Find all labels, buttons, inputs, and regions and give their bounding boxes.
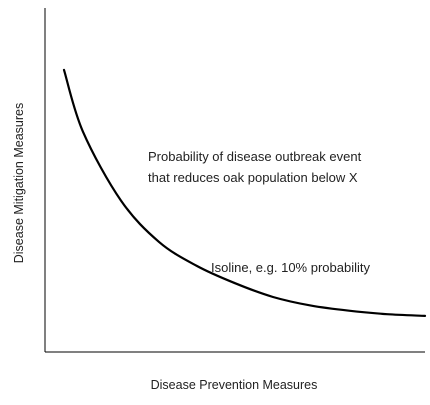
region-annotation-line-2: that reduces oak population below X	[148, 170, 358, 185]
region-annotation-line-1: Probability of disease outbreak event	[148, 149, 362, 164]
isoline-curve	[62, 68, 427, 317]
x-axis-label: Disease Prevention Measures	[151, 378, 318, 392]
y-axis-label: Disease Mitigation Measures	[12, 103, 26, 264]
isoline-label: Isoline, e.g. 10% probability	[211, 260, 370, 275]
